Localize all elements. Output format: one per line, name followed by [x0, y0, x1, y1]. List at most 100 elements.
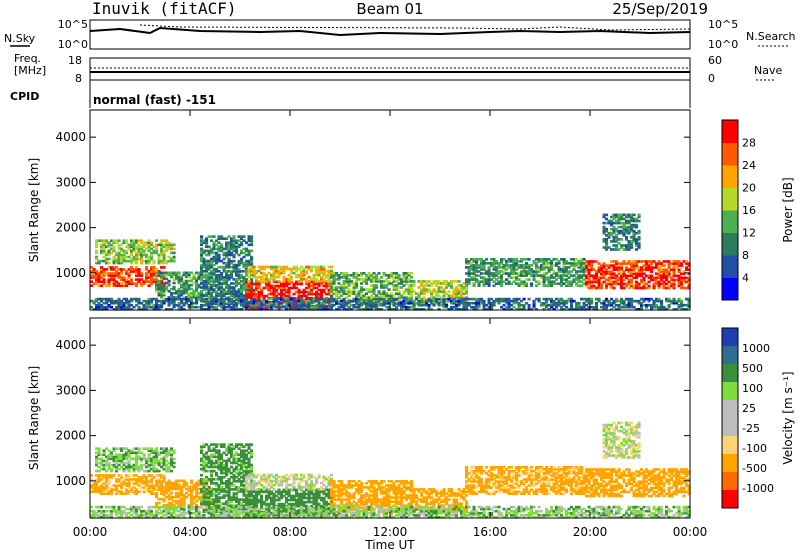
data-cell — [200, 257, 204, 261]
data-cell — [105, 251, 109, 255]
data-cell — [302, 269, 306, 273]
data-cell — [635, 308, 639, 311]
data-cell — [275, 284, 279, 288]
data-cell — [627, 225, 631, 229]
data-cell — [440, 303, 444, 307]
data-cell — [370, 290, 374, 293]
data-cell — [225, 296, 229, 299]
data-cell — [585, 303, 589, 307]
data-cell — [92, 484, 96, 487]
data-cell — [170, 299, 174, 303]
data-cell — [187, 275, 191, 279]
y-tick-label: 4000 — [55, 130, 86, 144]
data-cell — [125, 457, 129, 461]
data-cell — [105, 461, 109, 465]
data-cell — [232, 296, 236, 299]
data-cell — [97, 476, 101, 479]
data-cell — [205, 245, 209, 249]
data-cell — [162, 301, 166, 305]
data-cell — [160, 253, 164, 257]
data-cell — [472, 274, 476, 277]
data-cell — [215, 488, 219, 491]
data-cell — [245, 288, 249, 291]
data-cell — [210, 449, 214, 452]
data-cell — [120, 305, 124, 309]
data-cell — [92, 268, 96, 271]
data-cell — [122, 297, 126, 301]
data-cell — [632, 268, 636, 271]
data-cell — [667, 260, 671, 263]
data-cell — [415, 297, 419, 301]
data-cell — [620, 268, 624, 271]
data-cell — [602, 308, 606, 311]
data-cell — [205, 508, 209, 512]
data-cell — [227, 299, 231, 303]
data-cell — [625, 268, 629, 271]
data-cell — [480, 299, 484, 303]
data-cell — [580, 264, 584, 267]
data-cell — [585, 262, 589, 265]
data-cell — [475, 262, 479, 265]
data-cell — [240, 270, 244, 273]
data-cell — [490, 278, 494, 281]
data-cell — [605, 299, 609, 303]
data-cell — [570, 299, 574, 303]
data-cell — [455, 296, 459, 299]
data-cell — [210, 299, 214, 303]
data-cell — [597, 297, 601, 301]
data-cell — [120, 303, 124, 307]
data-cell — [100, 463, 104, 467]
data-cell — [250, 243, 254, 247]
data-cell — [135, 461, 139, 465]
data-cell — [200, 253, 204, 257]
data-cell — [602, 213, 606, 217]
data-cell — [650, 303, 654, 307]
data-cell — [190, 493, 194, 497]
data-cell — [465, 300, 469, 304]
data-cell — [687, 276, 691, 280]
data-cell — [517, 266, 521, 269]
data-cell — [145, 465, 149, 469]
data-cell — [150, 457, 154, 461]
data-cell — [310, 301, 314, 305]
data-cell — [462, 286, 466, 289]
data-cell — [597, 276, 601, 280]
data-cell — [522, 266, 526, 269]
data-cell — [122, 478, 126, 481]
data-cell — [530, 284, 534, 287]
data-cell — [542, 262, 546, 265]
data-cell — [437, 303, 441, 307]
data-cell — [625, 276, 629, 280]
data-cell — [620, 301, 624, 305]
data-cell — [567, 276, 571, 279]
data-cell — [240, 241, 244, 244]
data-cell — [392, 280, 396, 283]
data-cell — [197, 479, 201, 483]
data-cell — [267, 286, 271, 290]
data-cell — [205, 502, 209, 505]
data-cell — [575, 264, 579, 267]
data-cell — [682, 260, 686, 263]
data-cell — [630, 236, 634, 239]
data-cell — [557, 268, 561, 271]
data-cell — [210, 471, 214, 475]
data-cell — [557, 299, 561, 303]
data-cell — [340, 303, 344, 307]
data-cell — [215, 297, 219, 301]
data-cell — [365, 296, 369, 299]
data-cell — [267, 271, 271, 275]
data-cell — [475, 260, 479, 263]
data-cell — [560, 305, 564, 309]
data-cell — [202, 469, 206, 473]
data-cell — [172, 303, 176, 307]
data-cell — [520, 266, 524, 269]
data-cell — [232, 235, 236, 238]
data-cell — [182, 493, 186, 497]
data-cell — [350, 292, 354, 295]
data-cell — [407, 296, 411, 299]
data-cell — [562, 270, 566, 273]
data-cell — [627, 215, 631, 219]
data-cell — [350, 299, 354, 303]
data-cell — [295, 265, 299, 269]
data-cell — [125, 297, 129, 301]
